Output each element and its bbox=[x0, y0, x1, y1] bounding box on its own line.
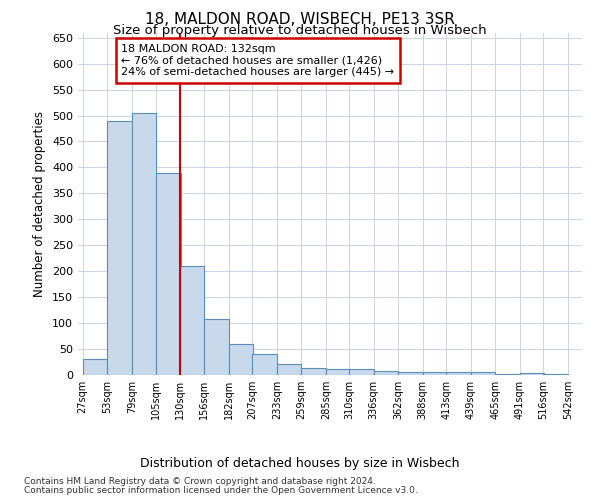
Bar bbox=[349, 370, 374, 375]
Text: 18, MALDON ROAD, WISBECH, PE13 3SR: 18, MALDON ROAD, WISBECH, PE13 3SR bbox=[145, 12, 455, 26]
Text: Size of property relative to detached houses in Wisbech: Size of property relative to detached ho… bbox=[113, 24, 487, 37]
Bar bbox=[496, 374, 520, 375]
Bar bbox=[544, 374, 568, 375]
Bar bbox=[180, 266, 204, 375]
Bar bbox=[252, 354, 277, 375]
Bar bbox=[398, 372, 423, 375]
Bar bbox=[374, 371, 398, 375]
Bar bbox=[229, 344, 253, 375]
Text: Distribution of detached houses by size in Wisbech: Distribution of detached houses by size … bbox=[140, 458, 460, 470]
Bar bbox=[423, 372, 447, 375]
Bar bbox=[83, 360, 107, 375]
Bar bbox=[301, 368, 326, 375]
Bar bbox=[131, 113, 156, 375]
Bar bbox=[204, 320, 229, 375]
Y-axis label: Number of detached properties: Number of detached properties bbox=[34, 111, 46, 296]
Bar bbox=[520, 374, 544, 375]
Bar bbox=[326, 369, 350, 375]
Text: Contains HM Land Registry data © Crown copyright and database right 2024.: Contains HM Land Registry data © Crown c… bbox=[24, 477, 376, 486]
Text: 18 MALDON ROAD: 132sqm
← 76% of detached houses are smaller (1,426)
24% of semi-: 18 MALDON ROAD: 132sqm ← 76% of detached… bbox=[121, 44, 394, 77]
Text: Contains public sector information licensed under the Open Government Licence v3: Contains public sector information licen… bbox=[24, 486, 418, 495]
Bar bbox=[277, 364, 301, 375]
Bar bbox=[156, 172, 181, 375]
Bar bbox=[446, 372, 471, 375]
Bar bbox=[107, 120, 131, 375]
Bar bbox=[471, 372, 496, 375]
